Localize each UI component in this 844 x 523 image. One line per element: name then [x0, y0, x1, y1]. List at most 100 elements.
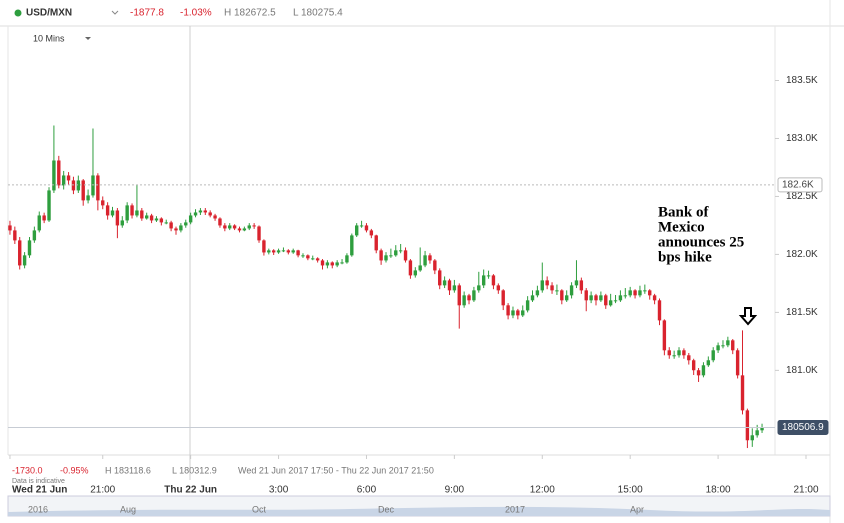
- interval-caret[interactable]: [85, 37, 91, 40]
- candle-body: [584, 290, 588, 301]
- navigator-label: Oct: [252, 504, 267, 514]
- candle-body: [677, 350, 681, 356]
- x-tick-label: Wed 21 Jun: [12, 485, 67, 496]
- candle-body: [711, 350, 715, 361]
- candle-body: [760, 427, 764, 431]
- candle-body: [618, 295, 623, 301]
- candle-body: [115, 210, 120, 226]
- annotation: Mexico: [658, 219, 705, 235]
- candle-body: [291, 250, 295, 253]
- candle-body: [525, 300, 530, 311]
- footer-high: H 183118.6: [105, 465, 151, 475]
- candle-body: [481, 275, 486, 286]
- candle-body: [413, 270, 418, 276]
- candle-body: [545, 280, 549, 286]
- candle-body: [61, 175, 66, 186]
- candle-body: [203, 210, 208, 213]
- candle-body: [120, 220, 124, 226]
- x-tick-label: Thu 22 Jun: [164, 485, 217, 496]
- interval[interactable]: 10 Mins: [33, 33, 65, 43]
- candle-body: [438, 270, 442, 286]
- candle-body: [159, 218, 164, 223]
- candle-body: [27, 240, 32, 256]
- candle-body: [574, 280, 579, 286]
- candle-body: [428, 255, 432, 261]
- candle-body: [91, 175, 95, 196]
- candle-body: [188, 215, 193, 223]
- status-dot: [14, 9, 22, 17]
- candle-body: [594, 295, 598, 301]
- candle-body: [735, 350, 740, 376]
- candle-body: [477, 285, 481, 291]
- x-tick-label: 6:00: [357, 485, 377, 496]
- annotation: bps hike: [658, 249, 712, 265]
- candle-body: [57, 160, 61, 186]
- candle-body: [213, 215, 217, 219]
- candle-body: [340, 262, 344, 264]
- candle-body: [125, 205, 129, 221]
- candle-body: [604, 295, 608, 306]
- candle-body: [208, 212, 212, 216]
- candle-body: [457, 285, 461, 306]
- candle-body: [638, 290, 642, 296]
- candle-body: [398, 250, 403, 252]
- candle-body: [47, 190, 51, 221]
- footer-note: Data is indicative: [12, 478, 65, 485]
- candle-body: [105, 205, 110, 216]
- candle-body: [579, 280, 584, 291]
- price-marker-label: 182.6K: [782, 179, 814, 190]
- navigator-label: 2016: [28, 504, 48, 514]
- candle-body: [149, 215, 154, 221]
- candle-body: [164, 222, 168, 224]
- change: -1877.8: [130, 8, 164, 19]
- candle-body: [721, 345, 725, 347]
- candle-body: [745, 410, 750, 441]
- candle-body: [726, 340, 730, 346]
- candle-body: [657, 300, 662, 321]
- candle-body: [242, 228, 247, 231]
- candle-body: [648, 290, 652, 296]
- candle-body: [521, 310, 525, 316]
- chevron[interactable]: [111, 10, 119, 15]
- candle-body: [555, 290, 559, 292]
- candle-body: [198, 210, 203, 213]
- navigator-label: 2017: [505, 504, 525, 514]
- candle-body: [184, 222, 188, 226]
- candle-body: [110, 210, 115, 216]
- candle-body: [486, 275, 491, 277]
- candle-body: [13, 230, 17, 241]
- candle-body: [687, 355, 691, 361]
- candle-body: [174, 228, 178, 231]
- price-marker: [777, 177, 823, 193]
- candle-body: [452, 285, 457, 291]
- candle-body: [755, 430, 759, 436]
- candle-body: [359, 225, 364, 227]
- navigator-label: Dec: [378, 504, 395, 514]
- candle-body: [76, 180, 81, 191]
- navigator-label: Apr: [630, 504, 644, 514]
- y-tick-label: 181.5K: [786, 307, 818, 318]
- candle-body: [511, 310, 515, 316]
- candle-body: [628, 290, 632, 296]
- candle-body: [22, 255, 27, 266]
- y-tick-label: 183.5K: [786, 75, 818, 86]
- candle-body: [608, 300, 613, 306]
- candle-body: [633, 290, 637, 296]
- x-tick-label: 12:00: [530, 485, 555, 496]
- candle-body: [32, 230, 37, 241]
- x-tick-label: 15:00: [618, 485, 643, 496]
- candle-body: [662, 320, 667, 351]
- candle-body: [86, 195, 90, 201]
- x-tick-label: 18:00: [706, 485, 731, 496]
- candle-body: [716, 345, 720, 351]
- candle-body: [96, 175, 100, 201]
- candle-body: [325, 262, 330, 266]
- candle-body: [140, 210, 144, 219]
- candle-body: [8, 225, 12, 231]
- candle-body: [672, 355, 676, 357]
- candle-body: [193, 212, 198, 216]
- candle-body: [354, 225, 359, 236]
- candle-body: [501, 290, 505, 306]
- footer-change: -1730.0: [12, 465, 43, 475]
